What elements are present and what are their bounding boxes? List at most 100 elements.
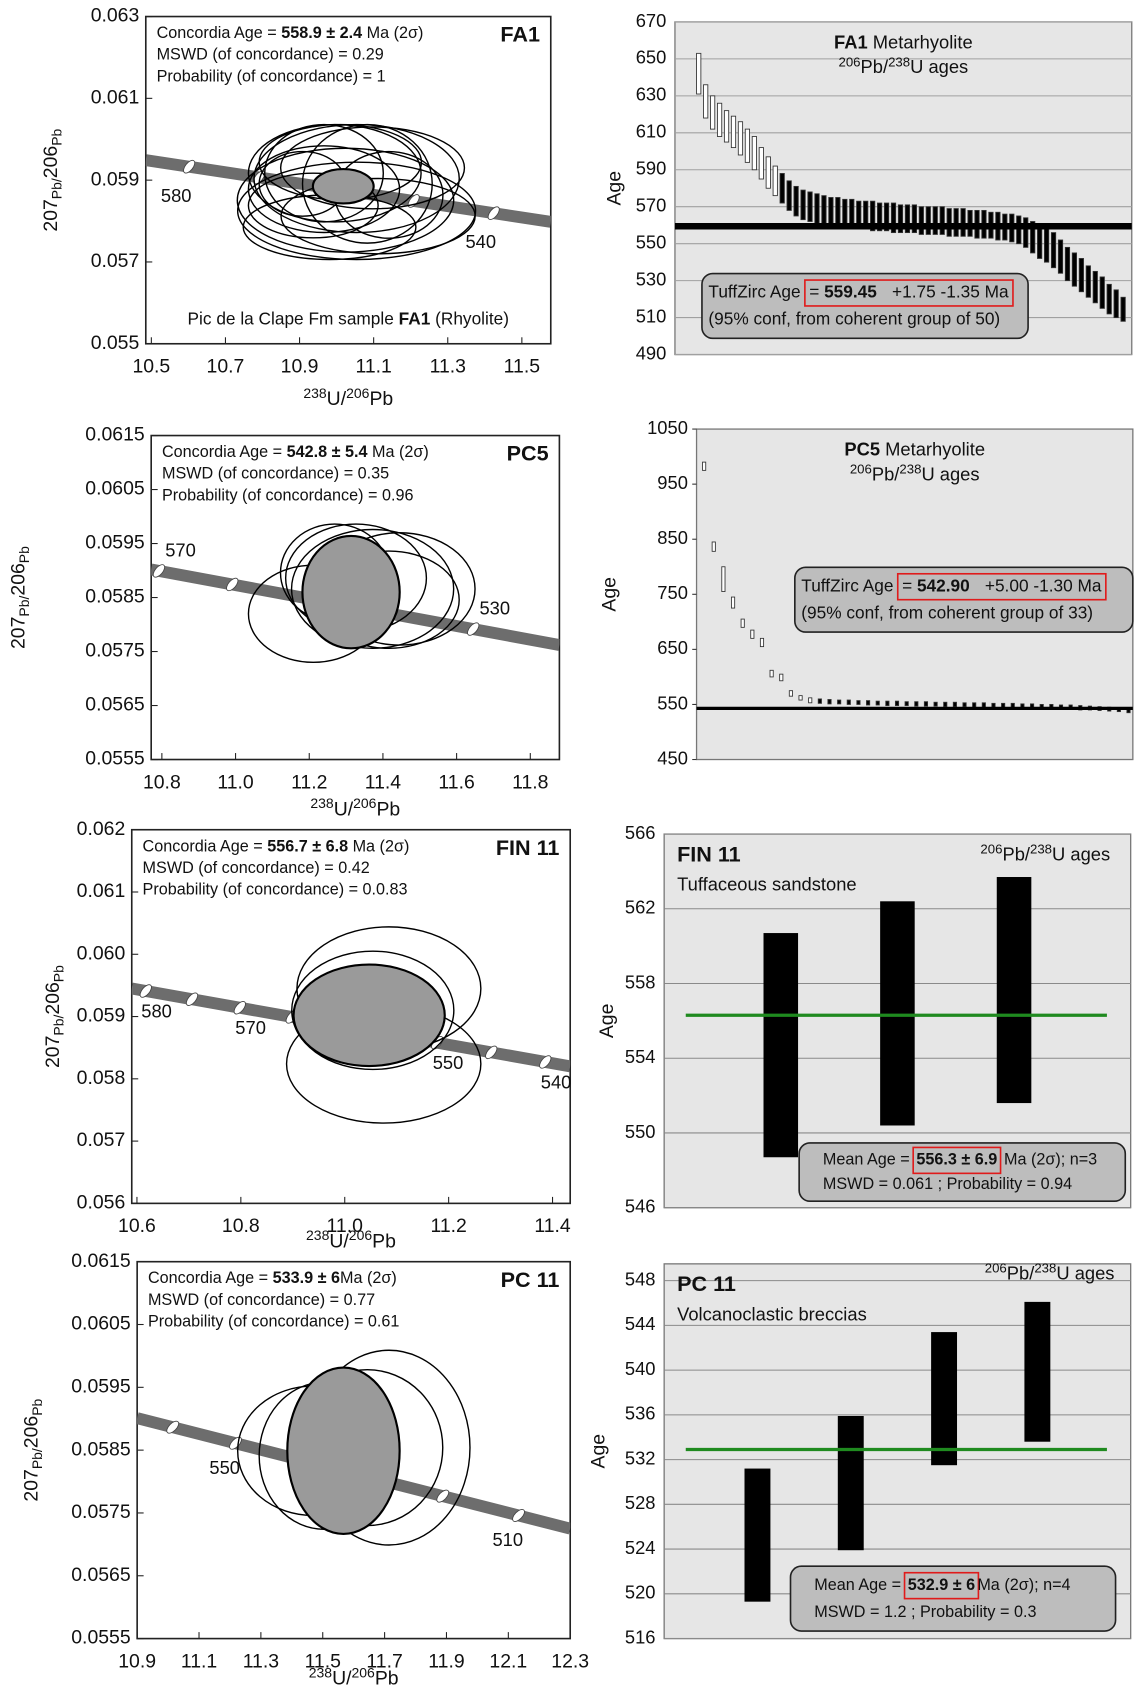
chart-subtitle: U ages	[921, 463, 979, 484]
age-bar	[885, 700, 890, 706]
age-bar	[779, 173, 785, 204]
age-bar	[890, 202, 897, 234]
age-bar	[1023, 217, 1029, 248]
y-tick-label: 566	[625, 822, 656, 843]
age-bar	[1071, 252, 1078, 287]
age-bar	[894, 700, 900, 706]
sample-label: PC 11	[677, 1271, 736, 1296]
y-axis-title: 206	[42, 982, 64, 1014]
y-axis-title: Age	[604, 171, 626, 206]
x-axis-title: 238	[306, 1227, 330, 1243]
y-tick-label: 0.0615	[71, 1250, 130, 1272]
y-tick-label: 0.0575	[71, 1501, 130, 1523]
result-note: (95% conf, from coherent group of 50)	[708, 309, 1000, 329]
age-bar	[763, 933, 799, 1158]
x-axis-title: U/	[332, 1668, 352, 1690]
age-bar	[877, 202, 883, 232]
error-ellipse	[236, 161, 477, 261]
y-tick-label: 550	[625, 1121, 656, 1142]
age-bar	[828, 197, 834, 226]
x-tick-label: 10.7	[207, 356, 245, 378]
x-tick-label: 11.7	[366, 1650, 402, 1672]
result-box	[798, 1142, 1127, 1203]
age-bar	[716, 102, 723, 137]
y-axis-title: Pb	[51, 965, 67, 982]
y-tick-label: 558	[625, 971, 656, 992]
y-tick-label: 544	[625, 1313, 656, 1334]
age-bar	[946, 208, 952, 237]
age-bar	[808, 697, 813, 704]
age-bar	[972, 702, 977, 708]
age-bar	[904, 204, 911, 234]
chart-subtitle: U ages	[1056, 1262, 1114, 1283]
age-bar	[817, 698, 822, 704]
x-tick-label: 11.0	[327, 1215, 364, 1237]
age-marker-label: 510	[492, 1529, 523, 1550]
x-tick-label: 11.5	[305, 1650, 341, 1672]
chart-subtitle: Pb/	[872, 463, 900, 484]
age-bar	[1064, 246, 1071, 282]
age-bar	[772, 165, 778, 197]
age-marker-label: 530	[479, 597, 510, 618]
age-marker	[512, 1509, 525, 1522]
highlight-box	[896, 572, 1107, 601]
y-axis-title: Age	[587, 1434, 609, 1469]
x-tick-label: 11.8	[512, 771, 548, 793]
age-bar	[758, 147, 764, 180]
mswd: MSWD (of concordance) = 0.35	[162, 465, 389, 483]
age-marker-label: 580	[161, 185, 192, 206]
age-bar	[711, 541, 716, 552]
x-tick-label: 12.1	[489, 1650, 527, 1672]
y-tick-label: 0.055	[91, 332, 140, 354]
age-bar	[1078, 258, 1084, 293]
sample-label: PC5	[507, 441, 549, 466]
sample-label: PC 11	[501, 1267, 560, 1292]
y-axis-title: 206	[40, 146, 62, 178]
age-bar	[962, 702, 967, 708]
age-bar	[875, 700, 880, 706]
y-tick-label: 554	[625, 1046, 656, 1067]
concordia-age: Concordia Age =	[162, 443, 287, 461]
result-note: (95% conf, from coherent group of 33)	[801, 602, 1093, 622]
y-tick-label: 0.0575	[85, 640, 144, 662]
chart-subtitle: U ages	[910, 56, 968, 77]
highlight-box	[912, 1146, 1002, 1175]
x-axis-title: Pb	[372, 1230, 396, 1252]
result-value: 532.9 ± 6	[908, 1576, 975, 1594]
y-tick-label: 0.056	[77, 1191, 126, 1213]
age-bar	[866, 700, 871, 706]
y-tick-label: 0.058	[77, 1067, 126, 1089]
age-bar	[911, 204, 917, 234]
age-bar	[1113, 289, 1119, 319]
y-tick-label: 550	[636, 232, 667, 253]
x-axis-title: 238	[310, 795, 334, 811]
result-error: +5.00 -1.30 Ma	[985, 575, 1102, 595]
age-bar	[870, 200, 876, 232]
y-tick-label: 750	[657, 582, 688, 603]
age-bar	[1099, 276, 1105, 309]
age-bar	[703, 84, 709, 119]
y-tick-label: 536	[625, 1403, 656, 1424]
chart-subtitle: U ages	[1052, 843, 1110, 864]
age-bar	[1057, 239, 1064, 274]
age-bar	[702, 461, 707, 471]
concordia-age: Ma (2σ)	[340, 1269, 397, 1287]
mean-ellipse	[301, 534, 401, 650]
age-bar	[1024, 1301, 1051, 1442]
y-tick-label: 490	[636, 342, 667, 363]
x-tick-label: 10.9	[118, 1650, 156, 1672]
x-tick-label: 11.0	[217, 771, 254, 793]
age-bar	[807, 191, 813, 222]
y-tick-label: 0.059	[77, 1005, 126, 1027]
age-bar	[721, 566, 726, 592]
age-marker	[485, 1045, 498, 1060]
y-axis-title: 206	[8, 563, 30, 595]
y-tick-label: 550	[657, 692, 688, 713]
age-bar	[914, 701, 919, 707]
age-bar	[779, 673, 784, 682]
chart-subtitle: 206	[838, 54, 860, 69]
age-bar	[750, 629, 755, 639]
y-tick-label: 0.063	[91, 5, 140, 27]
y-tick-label: 520	[625, 1582, 656, 1603]
mean-ellipse	[286, 1366, 401, 1536]
